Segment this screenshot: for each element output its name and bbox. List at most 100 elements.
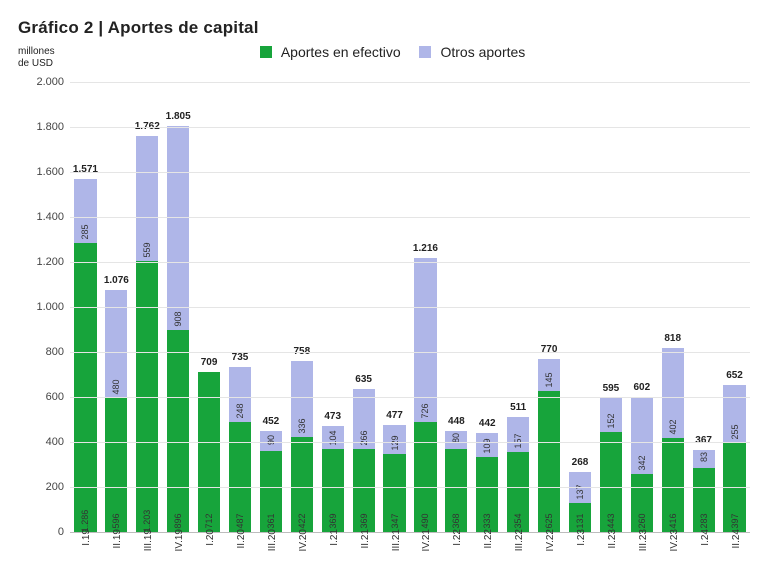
bar-segment-series2: 248 <box>229 367 251 423</box>
bar-segment-series2: 129 <box>383 425 405 454</box>
bar-segment-series1: 422 <box>291 437 313 532</box>
bar-segment-series1: 369 <box>353 449 375 532</box>
y-tick-label: 600 <box>20 391 64 403</box>
bar-segment-label: 487 <box>235 513 245 528</box>
bar-segment-series1: 354 <box>507 452 529 532</box>
bar-segment-series1: 596 <box>105 398 127 532</box>
bar-segment-label: 490 <box>420 513 430 528</box>
x-tick-label: IV.23 <box>669 529 680 551</box>
bar-segment-series1: 487 <box>229 422 251 532</box>
bar-segment-series1: 712 <box>198 372 220 532</box>
bar-segment-series1: 416 <box>662 438 684 532</box>
bar-segment-label: 285 <box>80 224 90 239</box>
bar-segment-label: 266 <box>359 430 369 445</box>
y-tick-label: 1.400 <box>20 211 64 223</box>
x-tick-label: II.20 <box>236 529 247 548</box>
bar-segment-label: 255 <box>730 424 740 439</box>
bar-segment-label: 896 <box>173 513 183 528</box>
bar-segment-series2: 90 <box>260 431 282 451</box>
bar-segment-label: 260 <box>637 513 647 528</box>
y-tick-label: 1.000 <box>20 301 64 313</box>
x-tick-label: IV.20 <box>298 529 309 551</box>
bar-segment-series2: 266 <box>353 389 375 449</box>
y-tick-label: 1.600 <box>20 166 64 178</box>
x-tick-label: II.23 <box>607 529 618 548</box>
bar-segment-label: 712 <box>204 513 214 528</box>
bar-segment-series2: 157 <box>507 417 529 452</box>
bar-segment-label: 422 <box>297 513 307 528</box>
grid-line <box>70 172 750 173</box>
bar-segment-label: 152 <box>606 414 616 429</box>
bar-total-label: 511 <box>510 402 526 413</box>
bar-total-label: 442 <box>479 418 496 429</box>
legend-label-series2: Otros aportes <box>440 44 525 60</box>
x-tick-label: I.23 <box>576 529 587 546</box>
bar-segment-series1: 131 <box>569 503 591 532</box>
legend-swatch-series2 <box>419 46 431 58</box>
chart-container: Gráfico 2 | Aportes de capital millones … <box>0 0 771 569</box>
bar-segment-label: 596 <box>111 513 121 528</box>
bar-segment-label: 726 <box>420 403 430 418</box>
bar-segment-series1: 443 <box>600 432 622 532</box>
bar-segment-series1: 369 <box>322 449 344 532</box>
bar-segment-series2: 336 <box>291 361 313 437</box>
x-tick-label: III.21 <box>391 529 402 551</box>
bar-segment-label: 354 <box>513 513 523 528</box>
bar-segment-label: 131 <box>575 513 585 528</box>
y-tick-label: 0 <box>20 526 64 538</box>
bar-segment-label: 397 <box>730 513 740 528</box>
bar-total-label: 448 <box>448 416 465 427</box>
bar-segment-series2: 559 <box>136 136 158 262</box>
legend-swatch-series1 <box>260 46 272 58</box>
x-tick-label: I.20 <box>205 529 216 546</box>
bar-segment-label: 443 <box>606 513 616 528</box>
x-tick-label: II.22 <box>483 529 494 548</box>
bar-total-label: 473 <box>324 411 341 422</box>
bar-segment-label: 248 <box>235 404 245 419</box>
bar-segment-label: 369 <box>328 513 338 528</box>
bar-segment-series1: 1.286 <box>74 243 96 532</box>
bar-segment-label: 104 <box>328 430 338 445</box>
grid-line <box>70 442 750 443</box>
y-tick-label: 200 <box>20 481 64 493</box>
x-tick-label: I.19 <box>81 529 92 546</box>
grid-line <box>70 352 750 353</box>
bar-total-label: 709 <box>201 357 218 368</box>
legend-label-series1: Aportes en efectivo <box>281 44 401 60</box>
grid-line <box>70 397 750 398</box>
bar-segment-label: 336 <box>297 419 307 434</box>
x-tick-label: I.24 <box>700 529 711 546</box>
bar-total-label: 477 <box>386 410 403 421</box>
bar-segment-label: 908 <box>173 312 183 327</box>
y-tick-label: 1.200 <box>20 256 64 268</box>
bar-segment-label: 145 <box>544 373 554 388</box>
bar-segment-series1: 347 <box>383 454 405 532</box>
x-tick-label: III.22 <box>514 529 525 551</box>
bar-segment-series1: 333 <box>476 457 498 532</box>
bar-segment-series2: 908 <box>167 126 189 330</box>
bar-segment-label: 416 <box>668 513 678 528</box>
bar-segment-series2: 402 <box>662 348 684 438</box>
plot-area: 1.2862851.5715964801.0761.2035591.762896… <box>70 82 750 532</box>
bar-segment-label: 90 <box>266 435 276 445</box>
bar-segment-series2: 104 <box>322 426 344 449</box>
y-tick-label: 1.800 <box>20 121 64 133</box>
bar-segment-label: 368 <box>451 513 461 528</box>
x-tick-label: I.21 <box>329 529 340 546</box>
x-tick-label: III.23 <box>638 529 649 551</box>
x-tick-label: III.19 <box>143 529 154 551</box>
bar-segment-label: 333 <box>482 513 492 528</box>
chart-title: Gráfico 2 | Aportes de capital <box>18 18 259 38</box>
bar-total-label: 595 <box>603 383 620 394</box>
bar-total-label: 770 <box>541 344 558 355</box>
x-tick-label: IV.22 <box>545 529 556 551</box>
bar-total-label: 1.805 <box>166 111 191 122</box>
grid-line <box>70 217 750 218</box>
legend: Aportes en efectivo Otros aportes <box>0 44 771 60</box>
bar-segment-series2: 342 <box>631 397 653 474</box>
bar-segment-series1: 283 <box>693 468 715 532</box>
bar-total-label: 602 <box>633 382 650 393</box>
bar-segment-series1: 361 <box>260 451 282 532</box>
bar-segment-label: 109 <box>482 439 492 454</box>
bar-total-label: 735 <box>232 352 249 363</box>
